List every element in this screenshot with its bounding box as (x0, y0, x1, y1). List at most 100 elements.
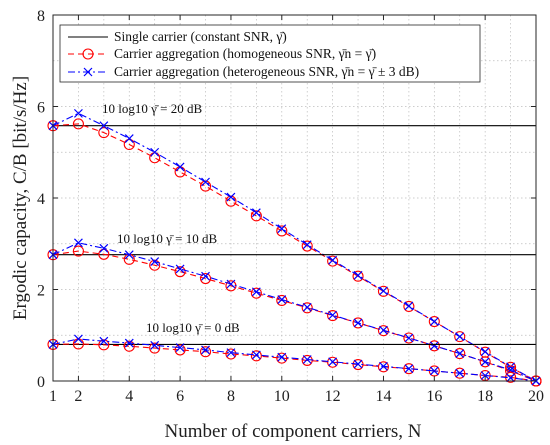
point-homogeneous-20db (327, 255, 339, 267)
legend-marker-homogeneous (82, 48, 94, 60)
point-homogeneous-0db (250, 350, 262, 362)
series-homogeneous-10db (52, 250, 537, 382)
point-heterogeneous-0db (99, 336, 109, 346)
y-tick-label: 4 (37, 191, 45, 208)
point-heterogeneous-20db (328, 255, 338, 265)
point-homogeneous-10db (454, 347, 466, 360)
point-heterogeneous-10db (124, 250, 134, 260)
point-heterogeneous-20db (201, 177, 210, 187)
series-heterogeneous-0db (52, 338, 537, 382)
point-heterogeneous-10db (251, 287, 261, 297)
point-homogeneous-0db (123, 340, 135, 352)
x-tick-label: 16 (426, 388, 442, 405)
point-heterogeneous-10db (277, 295, 287, 304)
point-heterogeneous-20db (150, 147, 160, 157)
legend-box (59, 24, 481, 83)
x-tick-label: 20 (528, 388, 544, 405)
point-homogeneous-10db (276, 294, 288, 307)
legend-entry-homogeneous: Carrier aggregation (homogeneous SNR, γ̄… (68, 46, 376, 61)
point-heterogeneous-0db (277, 352, 287, 362)
x-tick-label: 1 (49, 388, 57, 405)
point-heterogeneous-0db (429, 366, 439, 376)
point-homogeneous-10db (327, 310, 339, 322)
x-tick-label: 8 (227, 388, 235, 405)
point-homogeneous-20db (276, 225, 288, 237)
point-homogeneous-0db (98, 339, 110, 351)
point-heterogeneous-0db (226, 348, 236, 358)
legend-entry-single-carrier: Single carrier (constant SNR, γ̄) (68, 29, 287, 44)
point-homogeneous-20db (352, 270, 364, 282)
y-tick-label: 6 (37, 100, 45, 117)
point-heterogeneous-20db (73, 108, 83, 118)
x-tick-label: 2 (74, 388, 82, 405)
point-homogeneous-20db (250, 210, 262, 222)
point-homogeneous-10db (174, 266, 186, 278)
x-tick-label: 12 (325, 388, 341, 405)
point-homogeneous-10db (352, 317, 364, 329)
point-homogeneous-20db (98, 127, 110, 139)
point-homogeneous-10db (301, 302, 313, 314)
point-homogeneous-0db (174, 344, 186, 356)
point-heterogeneous-20db (353, 270, 363, 280)
point-heterogeneous-10db (302, 302, 312, 312)
point-homogeneous-10db (250, 287, 262, 299)
point-heterogeneous-0db (150, 340, 160, 350)
point-heterogeneous-0db (175, 343, 185, 353)
snr-annotations: 10 log10 γ̄ = 20 dB 10 log10 γ̄ = 10 dB … (102, 101, 240, 335)
legend-label-homogeneous: Carrier aggregation (homogeneous SNR, γ̄… (114, 46, 376, 61)
legend: Single carrier (constant SNR, γ̄) Carrie… (59, 24, 481, 83)
point-homogeneous-20db (377, 285, 390, 297)
point-heterogeneous-0db (251, 350, 261, 360)
point-heterogeneous-20db (379, 286, 388, 296)
point-homogeneous-10db (72, 245, 84, 257)
plot-series (47, 108, 542, 387)
point-heterogeneous-0db (201, 345, 210, 355)
point-heterogeneous-10db (99, 243, 109, 253)
point-heterogeneous-20db (455, 332, 465, 342)
point-homogeneous-0db (454, 367, 466, 379)
point-heterogeneous-10db (328, 310, 338, 320)
point-heterogeneous-0db (73, 334, 83, 344)
point-homogeneous-10db (403, 332, 415, 344)
point-homogeneous-10db (505, 365, 517, 377)
point-heterogeneous-10db (201, 271, 210, 281)
point-homogeneous-10db (199, 272, 212, 285)
legend-label-single-carrier: Single carrier (constant SNR, γ̄) (114, 29, 287, 44)
point-homogeneous-10db (428, 340, 440, 352)
point-heterogeneous-0db (379, 361, 388, 371)
point-heterogeneous-0db (404, 364, 414, 374)
point-heterogeneous-20db (302, 240, 312, 250)
point-heterogeneous-20db (277, 224, 287, 234)
x-tick-label: 10 (274, 388, 290, 405)
point-homogeneous-20db (225, 195, 237, 207)
series-heterogeneous-10db (52, 242, 537, 382)
point-homogeneous-20db (199, 180, 212, 192)
point-homogeneous-20db (72, 118, 84, 130)
point-homogeneous-0db (225, 348, 237, 360)
point-heterogeneous-0db (480, 371, 490, 380)
point-heterogeneous-0db (506, 373, 516, 383)
point-homogeneous-20db (301, 240, 313, 252)
point-heterogeneous-20db (429, 317, 439, 326)
point-heterogeneous-0db (302, 355, 312, 364)
point-heterogeneous-20db (251, 208, 261, 218)
point-homogeneous-10db (98, 248, 110, 260)
x-axis-label: Number of component carriers, N (165, 421, 422, 442)
x-tick-label: 18 (477, 388, 493, 405)
legend-marker-heterogeneous (83, 67, 93, 77)
point-heterogeneous-10db (73, 238, 83, 248)
point-homogeneous-10db (149, 259, 161, 271)
point-heterogeneous-10db (455, 349, 465, 358)
point-heterogeneous-10db (404, 333, 414, 343)
legend-label-heterogeneous: Carrier aggregation (heterogeneous SNR, … (114, 64, 419, 79)
point-heterogeneous-0db (455, 368, 465, 378)
point-homogeneous-0db (199, 346, 212, 358)
point-homogeneous-10db (479, 356, 491, 368)
point-heterogeneous-0db (353, 359, 363, 369)
point-heterogeneous-10db (150, 257, 160, 267)
point-homogeneous-20db (428, 315, 440, 328)
point-heterogeneous-20db (99, 121, 109, 131)
point-heterogeneous-10db (175, 264, 185, 274)
point-heterogeneous-10db (226, 279, 236, 289)
